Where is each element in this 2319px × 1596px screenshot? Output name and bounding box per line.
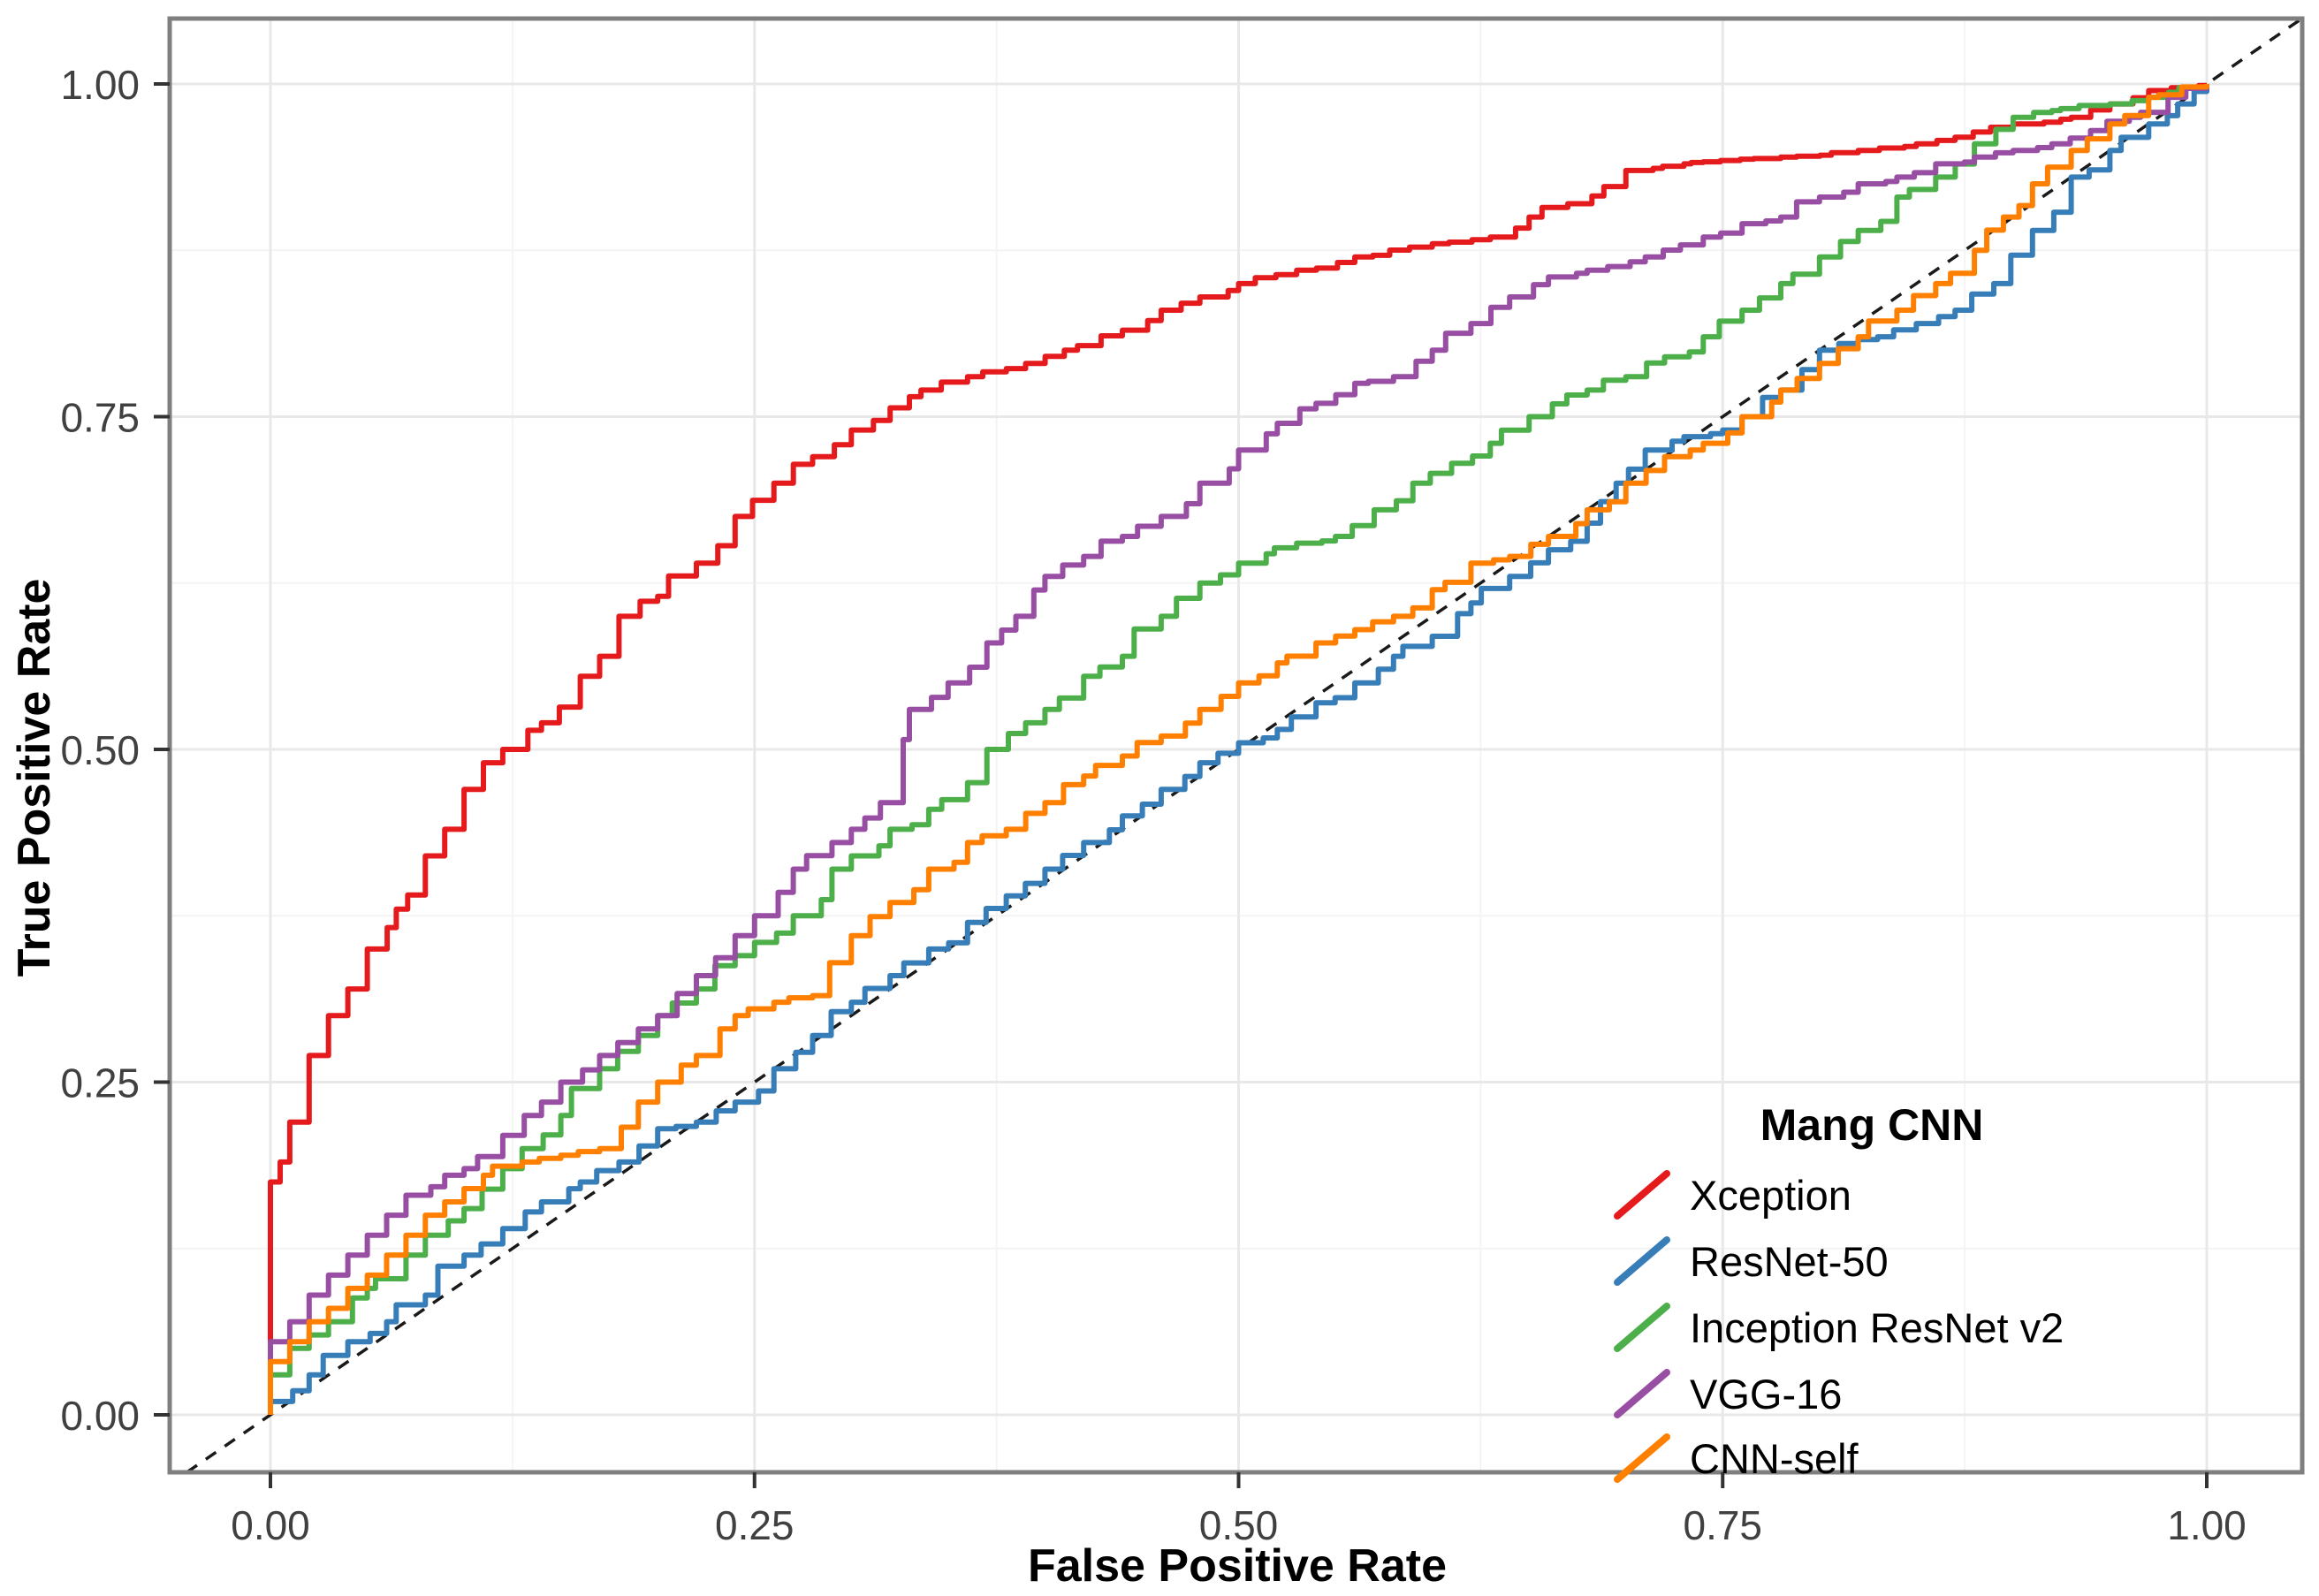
y-tick-label: 0.50 xyxy=(60,727,140,773)
x-tick-label: 1.00 xyxy=(2167,1502,2247,1548)
legend-item-label: CNN-self xyxy=(1690,1435,1859,1482)
y-axis-title: True Positive Rate xyxy=(9,579,60,977)
roc-curve-cnn-self xyxy=(268,84,2209,1415)
legend-item-inception-resnet-v2: Inception ResNet v2 xyxy=(1614,1303,2064,1352)
reference-diagonal-line xyxy=(186,17,2303,1474)
y-axis-ticks: 0.00 0.25 0.50 0.75 1.00 xyxy=(60,62,170,1439)
panel-border xyxy=(167,16,2305,1475)
gridlines-minor xyxy=(170,19,2302,1472)
roc-curve-vgg-16 xyxy=(268,84,2209,1415)
roc-curve-xception xyxy=(268,82,2209,1415)
legend-title: Mang CNN xyxy=(1760,1100,1984,1150)
legend-key-slash-icon xyxy=(1614,1369,1670,1418)
legend-item-label: Xception xyxy=(1690,1172,1851,1219)
legend-key-slash-icon xyxy=(1614,1303,1670,1352)
x-axis-ticks: 0.00 0.25 0.50 0.75 1.00 xyxy=(231,1472,2247,1548)
legend-key-slash-icon xyxy=(1614,1170,1670,1220)
legend: Mang CNN Xception ResNet-50 Inception ResN… xyxy=(1614,1100,2064,1483)
legend-item-xception: Xception xyxy=(1614,1170,1851,1220)
y-tick-label: 1.00 xyxy=(60,62,140,108)
legend-item-resnet-50: ResNet-50 xyxy=(1614,1236,1889,1286)
legend-item-cnn-self: CNN-self xyxy=(1614,1433,1859,1483)
reference-diagonal xyxy=(186,17,2303,1474)
legend-item-label: Inception ResNet v2 xyxy=(1690,1304,2064,1351)
legend-item-vgg-16: VGG-16 xyxy=(1614,1369,1842,1418)
x-tick-label: 0.75 xyxy=(1683,1502,1762,1548)
x-tick-label: 0.00 xyxy=(231,1502,310,1548)
y-tick-label: 0.25 xyxy=(60,1060,140,1106)
x-tick-label: 0.25 xyxy=(715,1502,795,1548)
roc-curve-inception-resnet-v2 xyxy=(268,84,2209,1415)
legend-item-label: ResNet-50 xyxy=(1690,1238,1889,1285)
y-tick-label: 0.75 xyxy=(60,395,140,441)
y-tick-label: 0.00 xyxy=(60,1393,140,1439)
legend-key-slash-icon xyxy=(1614,1433,1670,1483)
legend-key-slash-icon xyxy=(1614,1236,1670,1286)
roc-curve-resnet-50 xyxy=(268,84,2209,1415)
x-tick-label: 0.50 xyxy=(1199,1502,1279,1548)
roc-curves xyxy=(268,82,2209,1415)
x-axis-title: False Positive Rate xyxy=(1028,1540,1447,1592)
legend-item-label: VGG-16 xyxy=(1690,1371,1842,1417)
